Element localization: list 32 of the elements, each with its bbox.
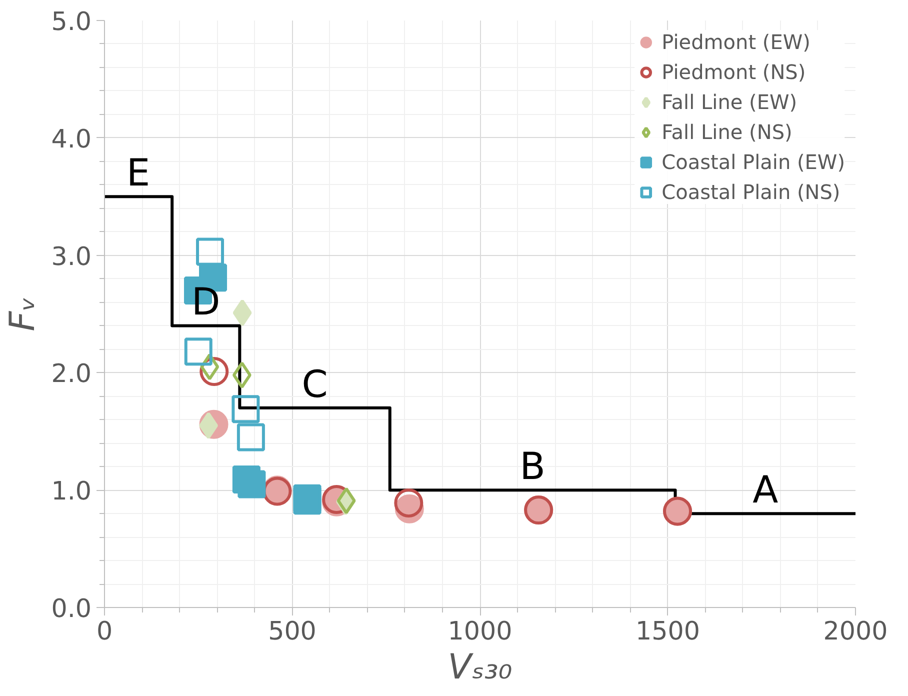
legend-label: Coastal Plain (EW): [662, 150, 845, 174]
x-tick-label: 2000: [823, 616, 888, 646]
point: [232, 395, 260, 424]
point: [184, 338, 212, 366]
legend-label: Fall Line (NS): [662, 120, 792, 144]
point: [232, 299, 252, 326]
legend-label: Piedmont (EW): [662, 30, 810, 54]
y-tick-label: 5.0: [51, 6, 92, 36]
point: [196, 238, 224, 266]
y-tick-label: 1.0: [51, 476, 92, 506]
legend-label: Coastal Plain (NS): [662, 180, 840, 204]
annotation: C: [302, 362, 328, 406]
x-tick-label: 0: [96, 616, 113, 646]
y-tick-label: 4.0: [51, 123, 92, 154]
legend-label: Fall Line (EW): [662, 90, 798, 114]
x-tick-label: 1500: [636, 616, 700, 646]
x-tick-label: 1000: [448, 616, 512, 646]
y-tick-label: 0.0: [51, 593, 92, 623]
point: [394, 488, 424, 518]
y-axis-title: Fᵥ: [3, 296, 44, 332]
annotation: B: [520, 444, 546, 488]
y-tick-label: 2.0: [51, 358, 92, 388]
y-tick-label: 3.0: [51, 240, 92, 271]
annotation: A: [752, 468, 779, 512]
point: [236, 423, 265, 452]
x-tick-label: 500: [268, 616, 316, 646]
annotation: E: [126, 150, 150, 195]
point: [199, 412, 218, 440]
legend-label: Piedmont (NS): [662, 60, 806, 84]
point: [232, 362, 252, 389]
point: [238, 470, 266, 498]
x-axis-title: Vₛ₃₀: [448, 648, 512, 688]
